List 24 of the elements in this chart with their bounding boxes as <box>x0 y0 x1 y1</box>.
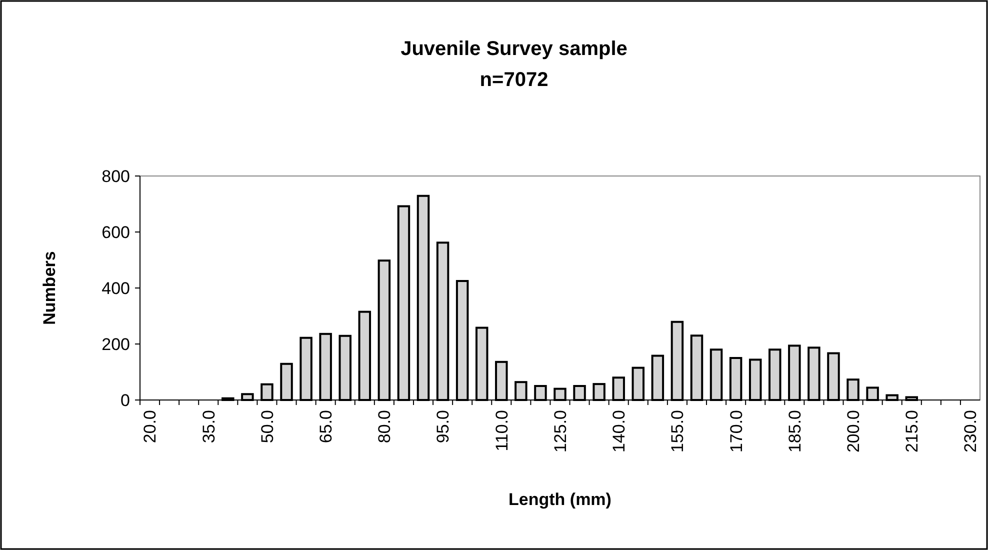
y-tick-label: 0 <box>120 390 130 410</box>
x-tick-label: 50.0 <box>258 410 277 444</box>
y-axis-title: Numbers <box>40 251 59 325</box>
x-tick-label: 35.0 <box>199 410 218 444</box>
x-tick-label: 200.0 <box>844 410 863 453</box>
x-tick-label: 140.0 <box>610 410 629 453</box>
x-tick-label: 185.0 <box>785 410 804 453</box>
y-tick-label: 600 <box>102 222 130 242</box>
x-tick-label: 110.0 <box>492 410 512 452</box>
x-tick-label: 125.0 <box>550 410 570 453</box>
x-tick-label: 215.0 <box>902 410 922 453</box>
x-tick-label: 20.0 <box>140 410 160 444</box>
x-tick-label: 230.0 <box>961 410 980 453</box>
x-tick-label: 95.0 <box>434 410 453 444</box>
x-tick-label: 170.0 <box>726 410 746 453</box>
chart-title: Juvenile Survey sample <box>400 38 628 60</box>
y-tick-label: 800 <box>102 166 130 186</box>
y-tick-label: 200 <box>102 334 130 354</box>
x-tick-label: 155.0 <box>668 410 688 453</box>
y-tick-label: 400 <box>102 278 130 298</box>
x-tick-label: 65.0 <box>316 410 336 444</box>
chart-subtitle: n=7072 <box>480 69 548 91</box>
x-tick-label: 80.0 <box>375 410 394 444</box>
x-axis-title: Length (mm) <box>508 490 612 509</box>
